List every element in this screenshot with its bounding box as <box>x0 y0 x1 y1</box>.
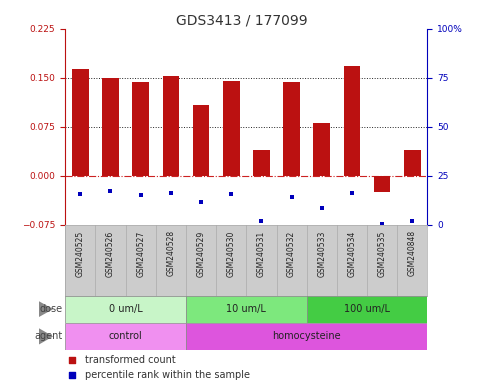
Bar <box>186 323 427 350</box>
Point <box>107 188 114 194</box>
Bar <box>132 82 149 176</box>
Text: dose: dose <box>40 304 63 314</box>
Bar <box>344 66 360 176</box>
Point <box>348 190 356 196</box>
Bar <box>223 81 240 176</box>
Bar <box>102 78 119 176</box>
Text: GSM240535: GSM240535 <box>378 230 387 277</box>
Bar <box>193 105 209 176</box>
Point <box>409 218 416 225</box>
Bar <box>253 149 270 176</box>
Bar <box>374 176 390 192</box>
Point <box>378 221 386 227</box>
Point <box>257 218 265 225</box>
Text: 100 um/L: 100 um/L <box>344 304 390 314</box>
Point <box>69 356 76 362</box>
Text: control: control <box>109 331 142 341</box>
Text: GSM240848: GSM240848 <box>408 230 417 276</box>
Text: GSM240533: GSM240533 <box>317 230 327 277</box>
Bar <box>163 76 179 176</box>
Point <box>197 199 205 205</box>
Text: GSM240525: GSM240525 <box>76 230 85 276</box>
Point <box>137 192 144 199</box>
Text: GDS3413 / 177099: GDS3413 / 177099 <box>176 13 307 27</box>
Bar <box>284 82 300 176</box>
Bar <box>72 69 88 176</box>
Text: GSM240530: GSM240530 <box>227 230 236 277</box>
Point <box>69 372 76 378</box>
Text: GSM240531: GSM240531 <box>257 230 266 276</box>
Text: agent: agent <box>35 331 63 341</box>
Bar <box>65 296 186 323</box>
Text: homocysteine: homocysteine <box>272 331 341 341</box>
Polygon shape <box>39 328 53 345</box>
Polygon shape <box>39 301 53 317</box>
Text: percentile rank within the sample: percentile rank within the sample <box>85 369 250 380</box>
Point <box>227 191 235 197</box>
Bar <box>186 296 307 323</box>
Point <box>288 194 296 200</box>
Text: 10 um/L: 10 um/L <box>227 304 266 314</box>
Text: GSM240527: GSM240527 <box>136 230 145 276</box>
Point <box>318 205 326 212</box>
Text: GSM240532: GSM240532 <box>287 230 296 276</box>
Bar <box>65 323 186 350</box>
Text: GSM240534: GSM240534 <box>347 230 356 277</box>
Point <box>76 191 84 197</box>
Bar <box>313 123 330 176</box>
Bar <box>307 296 427 323</box>
Text: transformed count: transformed count <box>85 354 176 365</box>
Bar <box>404 149 421 176</box>
Text: GSM240526: GSM240526 <box>106 230 115 276</box>
Text: GSM240529: GSM240529 <box>197 230 206 276</box>
Point <box>167 190 175 196</box>
Text: GSM240528: GSM240528 <box>166 230 175 276</box>
Text: 0 um/L: 0 um/L <box>109 304 142 314</box>
